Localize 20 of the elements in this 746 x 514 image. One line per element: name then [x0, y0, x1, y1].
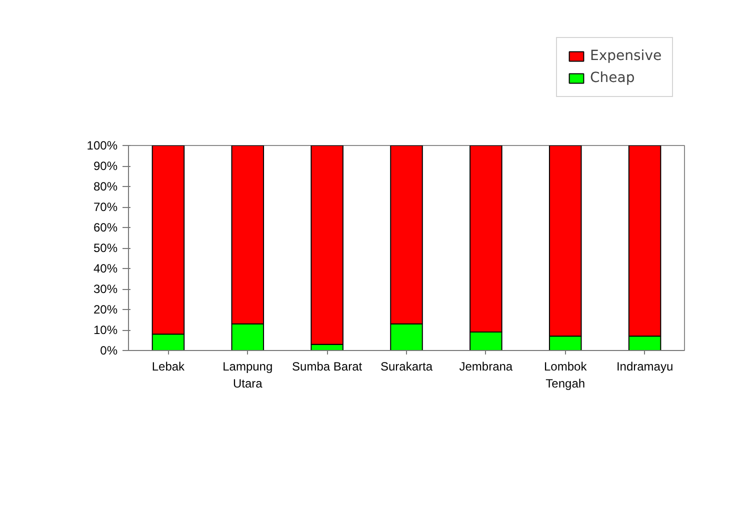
y-tick-label: 90%	[93, 159, 118, 173]
y-tick-label: 100%	[86, 138, 118, 152]
y-tick-label: 30%	[93, 282, 118, 296]
y-tick-label: 0%	[100, 344, 118, 358]
x-tick-label: Lebak	[152, 360, 186, 374]
y-tick-label: 40%	[93, 262, 118, 276]
x-tick-label: Jembrana	[459, 360, 513, 374]
y-tick-label: 60%	[93, 220, 118, 234]
y-tick-label: 20%	[93, 302, 118, 316]
x-tick-label: Indramayu	[616, 360, 674, 374]
y-tick-label: 70%	[93, 200, 118, 214]
x-tick-label: Lampung Utara	[222, 360, 273, 390]
legend-label: Expensive	[590, 48, 662, 64]
x-tick-label: Surakarta	[380, 360, 433, 374]
y-tick-label: 50%	[93, 241, 118, 255]
legend-label: Cheap	[590, 70, 635, 86]
x-tick-label: Lombok Tengah	[544, 360, 588, 390]
y-tick-label: 10%	[93, 323, 118, 337]
y-tick-label: 80%	[93, 180, 118, 194]
x-tick-label: Sumba Barat	[292, 360, 363, 374]
